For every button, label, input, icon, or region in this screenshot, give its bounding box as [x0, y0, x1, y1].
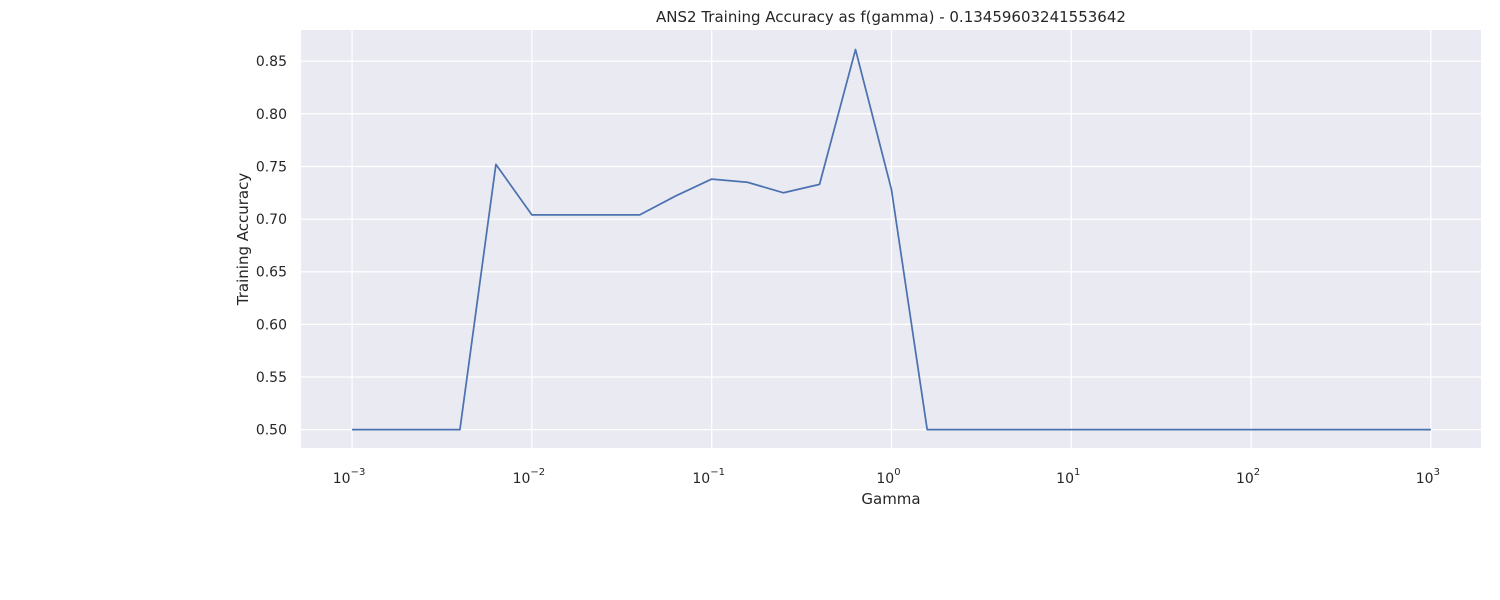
y-axis-label: Training Accuracy — [234, 173, 252, 307]
x-tick-label: 10−3 — [333, 467, 366, 487]
series-layer — [352, 48, 1431, 431]
y-tick-label: 0.50 — [256, 423, 287, 439]
x-tick-label: 102 — [1236, 467, 1260, 487]
chart-title: ANS2 Training Accuracy as f(gamma) - 0.1… — [656, 8, 1126, 26]
y-tick-label: 0.65 — [256, 265, 287, 281]
x-tick-labels: 10−3 10−2 10−1 100 101 102 103 — [333, 467, 1440, 487]
x-axis-label: Gamma — [861, 490, 920, 508]
x-tick-label: 103 — [1416, 467, 1440, 487]
y-tick-label: 0.75 — [256, 159, 287, 175]
y-tick-label: 0.80 — [256, 107, 287, 123]
x-tick-label: 100 — [876, 467, 900, 487]
x-tick-label: 10−2 — [513, 467, 546, 487]
series-line — [352, 48, 1431, 431]
y-tick-label: 0.70 — [256, 212, 287, 228]
x-tick-label: 10−1 — [692, 467, 725, 487]
y-tick-label: 0.55 — [256, 370, 287, 386]
x-tick-label: 101 — [1056, 467, 1080, 487]
y-tick-label: 0.60 — [256, 317, 287, 333]
x-gridlines — [351, 30, 1432, 448]
y-gridlines — [301, 60, 1481, 431]
y-tick-label: 0.85 — [256, 54, 287, 70]
y-tick-labels: 0.50 0.55 0.60 0.65 0.70 0.75 0.80 0.85 — [256, 54, 287, 439]
